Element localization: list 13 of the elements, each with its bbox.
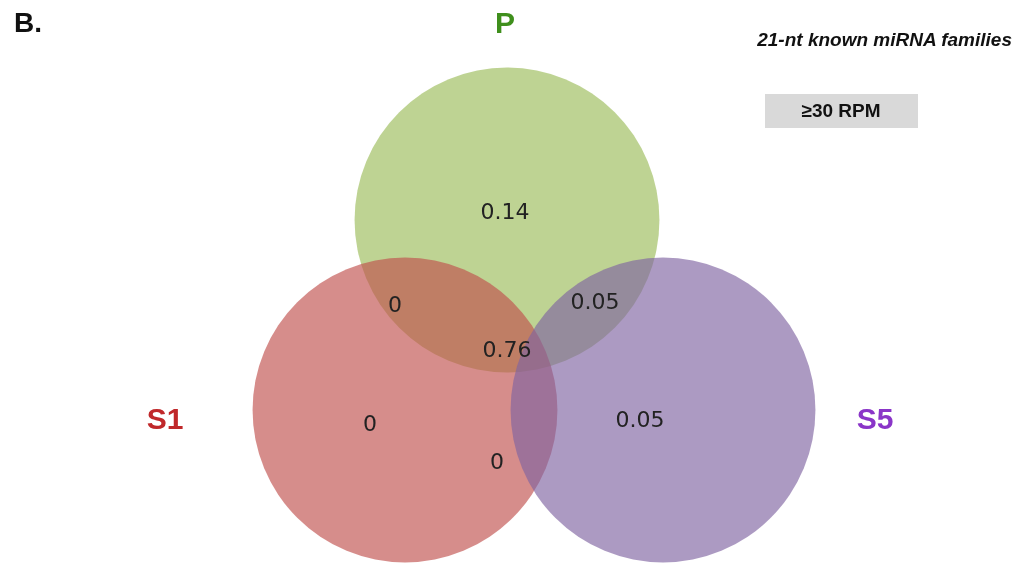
text: S5 bbox=[856, 402, 894, 435]
data-label: 0 bbox=[388, 292, 402, 317]
text: P bbox=[494, 6, 516, 39]
data-label: 0.14 bbox=[480, 199, 530, 224]
text: B. bbox=[14, 7, 42, 38]
data-label: 0 bbox=[363, 411, 377, 436]
data-label: 0.05 bbox=[615, 407, 665, 432]
data-label: 0 bbox=[490, 449, 504, 474]
text: S1 bbox=[146, 402, 184, 435]
text: ≥30 RPM bbox=[801, 100, 881, 121]
data-label: 0.76 bbox=[482, 337, 532, 362]
text: 21-nt known miRNA families bbox=[756, 29, 1012, 50]
data-label: 0.05 bbox=[570, 289, 620, 314]
